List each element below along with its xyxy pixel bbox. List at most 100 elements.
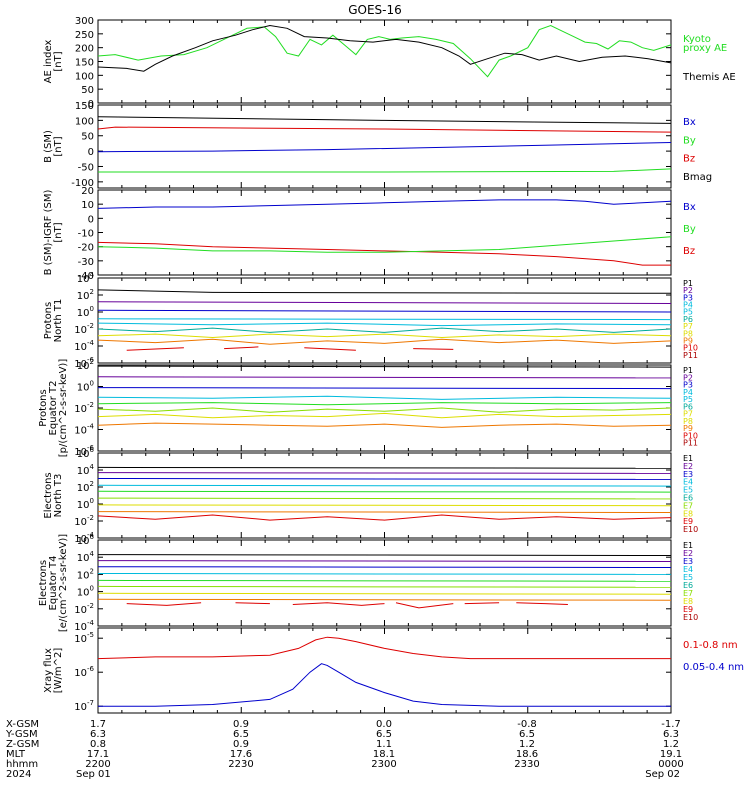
legend-entry: P7: [683, 322, 693, 331]
series-E4: [97, 573, 672, 575]
y-axis-label-line: B (SM): [43, 130, 54, 163]
panel-frame: [97, 539, 672, 627]
y-axis-label: ProtonsNorth T1: [43, 299, 64, 343]
y-tick-label: 250: [75, 30, 94, 41]
y-tick-label: 100: [77, 497, 94, 511]
footer-cell: Sep 01: [76, 769, 111, 780]
series-Bmag: [97, 116, 672, 124]
y-tick-label: -50: [78, 162, 94, 173]
legend-entry: Themis AE: [682, 72, 736, 83]
series-E6: [97, 585, 672, 588]
y-tick-label: 300: [75, 16, 94, 27]
y-tick-label: -100: [71, 178, 94, 189]
y-axis-label-line: Xray flux: [43, 648, 54, 693]
series-E9a: [126, 602, 202, 606]
legend-entry: Bz: [683, 246, 695, 257]
y-axis-label-line: Electrons: [43, 472, 54, 518]
series-P7: [97, 333, 672, 339]
y-tick-label: 20: [81, 186, 94, 197]
y-tick-label: 10-2: [74, 322, 94, 336]
legend-entry: 0.05-0.4 nm: [683, 662, 744, 673]
footer-cell: 6.3: [663, 729, 679, 740]
legend-entry: E3: [683, 470, 693, 479]
y-tick-label: 150: [75, 101, 94, 112]
legend-entry: P10: [683, 344, 698, 353]
series-P5: [97, 322, 672, 327]
y-axis-label-line: Equator T2: [48, 381, 59, 436]
y-axis-label-line: Equator T4: [48, 556, 59, 611]
legend-entry: P6: [683, 315, 693, 324]
chart-title: GOES-16: [348, 3, 402, 17]
y-tick-label: 10-7: [74, 699, 94, 713]
footer-row-label: hhmm: [6, 759, 38, 770]
legend-entry: E3: [683, 557, 693, 566]
legend-entry: 0.1-0.8 nm: [683, 640, 738, 651]
legend-entry: P3: [683, 381, 693, 390]
footer-cell: 1.1: [376, 739, 392, 750]
legend-entry: P4: [683, 301, 693, 310]
footer-cell: 6.5: [233, 729, 249, 740]
y-tick-label: 10-2: [74, 401, 94, 415]
y-tick-label: 10-4: [74, 423, 94, 437]
footer-cell: 19.1: [660, 749, 682, 760]
y-tick-label: 102: [77, 358, 94, 372]
legend-entry: E8: [683, 509, 693, 518]
panel-frame: [97, 19, 672, 104]
footer-row-label: Y-GSM: [5, 729, 38, 740]
legend-entry: proxy AE: [683, 43, 727, 54]
legend-entry: E1: [683, 541, 693, 550]
series-P2: [97, 376, 672, 379]
series-E8: [97, 598, 672, 601]
y-tick-label: 102: [77, 567, 94, 581]
footer-row-label: 2024: [6, 769, 31, 780]
legend-entry: P9: [683, 336, 693, 345]
legend-entry: P7: [683, 410, 693, 419]
y-tick-label: 0: [88, 99, 94, 110]
y-axis-label-line: North T1: [53, 299, 64, 343]
panel-bigrf: -40 -30 -20 -10 0 10 20 B (SM)-IGRF (SM)[nT] Bx B…: [43, 186, 696, 282]
legend-entry: P3: [683, 293, 693, 302]
series-Themis AE: [97, 24, 672, 72]
y-tick-label: 100: [75, 116, 94, 127]
legend-entry: P10: [683, 431, 698, 440]
series-P6: [97, 327, 672, 333]
y-tick-label: 50: [81, 132, 94, 143]
footer-cell: 0.9: [233, 739, 249, 750]
legend-entry: P5: [683, 395, 693, 404]
y-tick-label: 50: [81, 85, 94, 96]
legend-entry: E2: [683, 549, 693, 558]
panel-bsm: -100 -50 0 50 100 150 B (SM)[nT] Bx By Bz Bmag: [43, 101, 712, 189]
legend-entry: E9: [683, 605, 693, 614]
footer-cell: -0.8: [517, 719, 537, 730]
footer-cell: 0.0: [376, 719, 392, 730]
panel-frame: [97, 277, 672, 364]
series-P7: [97, 412, 672, 419]
series-P9: [97, 422, 270, 426]
series-Bz: [97, 126, 672, 133]
legend-entry: E7: [683, 501, 693, 510]
series-P10d: [413, 348, 454, 350]
y-axis-label-line: Protons: [43, 302, 54, 339]
y-tick-label: 100: [77, 380, 94, 394]
series-P9b: [269, 423, 672, 428]
footer-cell: 6.3: [90, 729, 106, 740]
y-axis-label-line: [nT]: [53, 222, 64, 242]
series-E1: [97, 466, 672, 469]
footer-cell: 2300: [371, 759, 396, 770]
y-axis-label-line: [e/(cm^2-s-sr-keV)]: [58, 534, 69, 632]
series-P1: [97, 289, 672, 294]
y-axis-label-line: B (SM)-IGRF (SM): [43, 190, 54, 276]
legend-entry: P2: [683, 286, 693, 295]
y-axis-label: ElectronsNorth T3: [43, 472, 64, 518]
y-axis-label: Xray flux[W/m^2]: [43, 648, 64, 694]
footer-cell: 18.6: [516, 749, 538, 760]
series-Kyoto proxy AE: [97, 24, 672, 78]
series-P4: [97, 395, 672, 400]
y-tick-label: 10-2: [74, 602, 94, 616]
y-axis-label-line: [nT]: [53, 136, 64, 156]
y-tick-label: 102: [77, 288, 94, 302]
series-E9f: [516, 602, 568, 605]
y-axis-label: B (SM)-IGRF (SM)[nT]: [43, 190, 64, 276]
